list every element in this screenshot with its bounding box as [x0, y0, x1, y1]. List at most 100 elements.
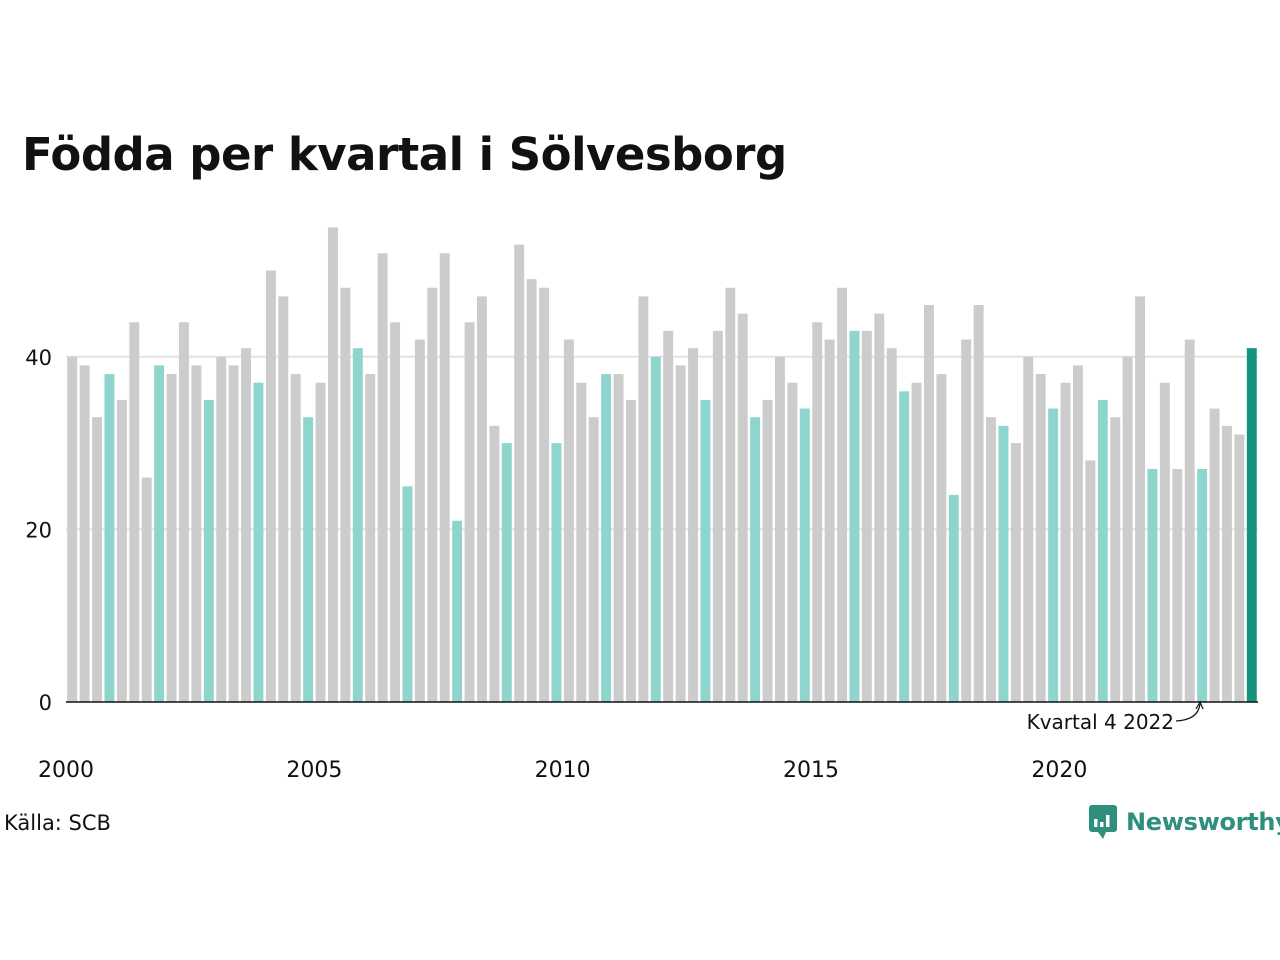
bar: [104, 374, 115, 702]
bar: [1159, 382, 1170, 702]
y-tick-label: 20: [25, 518, 52, 542]
bar: [675, 365, 686, 702]
bar: [712, 330, 723, 702]
bar: [79, 365, 90, 702]
brand-logo: Newsworthy: [1088, 804, 1280, 840]
annotation: Kvartal 4 2022: [1027, 700, 1204, 734]
newsworthy-logo-icon: [1089, 805, 1117, 839]
bar: [290, 374, 301, 702]
bar: [837, 287, 848, 702]
bar: [67, 356, 78, 702]
bar: [439, 253, 450, 703]
bar: [961, 339, 972, 702]
grid-lines: [66, 355, 1258, 531]
source-label: Källa: SCB: [4, 811, 111, 835]
bar: [129, 322, 140, 702]
bar: [178, 322, 189, 702]
annotation-label: Kvartal 4 2022: [1027, 710, 1174, 734]
brand-name: Newsworthy: [1126, 808, 1280, 836]
bar: [849, 330, 860, 702]
bar: [725, 287, 736, 702]
bar: [700, 399, 711, 702]
bar: [1097, 399, 1108, 702]
bar: [352, 348, 363, 702]
bar: [911, 382, 922, 702]
bar: [601, 374, 612, 702]
bar: [1234, 434, 1245, 702]
bar: [973, 305, 984, 702]
bar: [1209, 408, 1220, 702]
bar: [613, 374, 624, 702]
bar: [501, 443, 512, 702]
bar: [812, 322, 823, 702]
bar: [191, 365, 202, 702]
bar: [228, 365, 239, 702]
bar: [551, 443, 562, 702]
bar: [116, 399, 127, 702]
bar: [402, 486, 413, 702]
bar: [787, 382, 798, 702]
bar: [278, 296, 289, 702]
bar: [303, 417, 314, 702]
bar: [923, 305, 934, 702]
bar: [1085, 460, 1096, 702]
bar: [625, 399, 636, 702]
bar: [1023, 356, 1034, 702]
y-tick-label: 0: [39, 691, 52, 715]
bar: [203, 399, 214, 702]
bar: [774, 356, 785, 702]
bar: [824, 339, 835, 702]
bar: [1048, 408, 1059, 702]
x-tick-label: 2015: [783, 758, 839, 783]
bar: [464, 322, 475, 702]
bar: [1110, 417, 1121, 702]
bar: [663, 330, 674, 702]
bar: [563, 339, 574, 702]
bar: [948, 494, 959, 702]
bar: [315, 382, 326, 702]
y-tick-label: 40: [25, 346, 52, 370]
annotation-arrow: [1175, 703, 1201, 722]
bar: [762, 399, 773, 702]
bar: [327, 227, 338, 702]
annotation-arrowhead: [1195, 700, 1204, 710]
bar: [489, 425, 500, 702]
bar: [1010, 443, 1021, 702]
bar: [576, 382, 587, 702]
bar: [1072, 365, 1083, 702]
bar: [1246, 348, 1257, 702]
bar: [874, 313, 885, 702]
bar: [588, 417, 599, 702]
bar: [861, 330, 872, 702]
bar: [216, 356, 227, 702]
bar: [340, 287, 351, 702]
bar: [377, 253, 388, 703]
bar: [526, 279, 537, 702]
x-tick-label: 2010: [535, 758, 591, 783]
axes: 0 20 40 2000 2005 2010 2015 2020: [25, 346, 1258, 783]
bar: [427, 287, 438, 702]
bars: [67, 227, 1257, 703]
bar: [750, 417, 761, 702]
bar: [1184, 339, 1195, 702]
bar: [141, 477, 152, 702]
bar: [1122, 356, 1133, 702]
bar: [1197, 468, 1208, 702]
bar: [265, 270, 276, 702]
x-tick-label: 2000: [38, 758, 94, 783]
bar: [986, 417, 997, 702]
bar: [414, 339, 425, 702]
bar: [154, 365, 165, 702]
bar: [92, 417, 103, 702]
bar: [936, 374, 947, 702]
bar: [539, 287, 550, 702]
bar: [899, 391, 910, 702]
x-tick-label: 2020: [1031, 758, 1087, 783]
bar: [452, 520, 463, 702]
bar: [650, 356, 661, 702]
bar: [390, 322, 401, 702]
bar: [638, 296, 649, 702]
bar: [514, 244, 525, 703]
bar: [1147, 468, 1158, 702]
